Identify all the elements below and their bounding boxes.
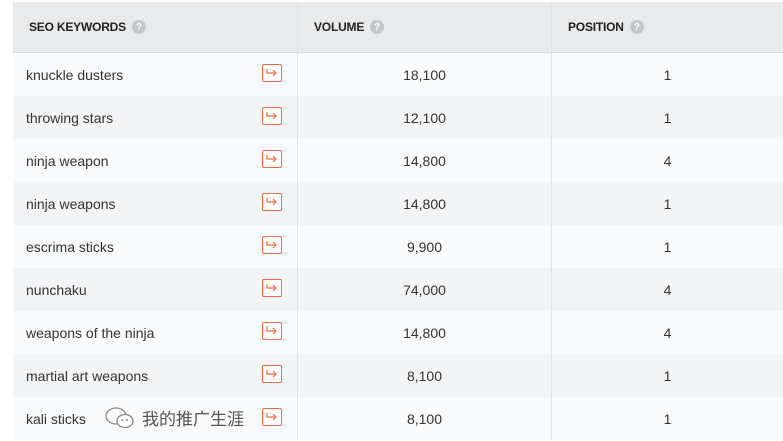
keyword-text: knuckle dusters xyxy=(26,66,124,83)
help-icon[interactable]: ? xyxy=(629,20,644,34)
open-keyword-button[interactable] xyxy=(262,107,282,125)
table-row: nunchaku 74,000 4 xyxy=(13,268,783,311)
keyword-cell: throwing stars xyxy=(13,96,297,139)
open-keyword-button[interactable] xyxy=(262,279,282,297)
arrow-right-icon xyxy=(266,241,277,249)
volume-cell: 12,100 xyxy=(297,96,551,139)
table-header: SEO KEYWORDS? VOLUME? POSITION? xyxy=(13,2,783,53)
table-row: throwing stars 12,100 1 xyxy=(13,96,783,139)
keyword-text: throwing stars xyxy=(26,109,114,126)
keyword-text: weapons of the ninja xyxy=(26,324,155,341)
keyword-cell: weapons of the ninja xyxy=(13,311,297,354)
watermark: 我的推广生涯 xyxy=(104,405,244,430)
position-cell: 1 xyxy=(551,53,783,96)
position-cell: 1 xyxy=(551,96,783,139)
table-row: kali sticks 8,100 1 xyxy=(13,397,783,440)
table-row: ninja weapon 14,800 4 xyxy=(13,139,783,182)
keyword-cell: ninja weapon xyxy=(13,139,297,182)
keyword-cell: escrima sticks xyxy=(13,225,297,268)
volume-cell: 74,000 xyxy=(297,268,551,311)
keyword-text: kali sticks xyxy=(26,410,86,427)
table-row: weapons of the ninja 14,800 4 xyxy=(13,311,783,354)
open-keyword-button[interactable] xyxy=(262,236,282,254)
table-row: ninja weapons 14,800 1 xyxy=(13,182,783,225)
open-keyword-button[interactable] xyxy=(262,365,282,383)
arrow-right-icon xyxy=(266,327,277,335)
open-keyword-button[interactable] xyxy=(262,150,282,168)
table-row: knuckle dusters 18,100 1 xyxy=(13,53,783,96)
open-keyword-button[interactable] xyxy=(262,408,282,426)
position-cell: 1 xyxy=(551,225,783,268)
arrow-right-icon xyxy=(266,284,277,292)
header-label: SEO KEYWORDS xyxy=(29,20,126,34)
open-keyword-button[interactable] xyxy=(262,322,282,340)
arrow-right-icon xyxy=(266,155,277,163)
watermark-text: 我的推广生涯 xyxy=(142,410,244,430)
header-volume: VOLUME? xyxy=(297,2,551,52)
volume-cell: 8,100 xyxy=(297,354,551,397)
volume-cell: 14,800 xyxy=(297,311,551,354)
position-cell: 4 xyxy=(551,268,783,311)
position-cell: 1 xyxy=(551,354,783,397)
keyword-cell: knuckle dusters xyxy=(13,53,297,96)
table-body: knuckle dusters 18,100 1 throwing stars 12,1… xyxy=(13,53,783,440)
arrow-right-icon xyxy=(266,370,277,378)
volume-cell: 14,800 xyxy=(297,182,551,225)
help-icon[interactable]: ? xyxy=(131,20,146,34)
volume-cell: 8,100 xyxy=(297,397,551,440)
header-label: VOLUME xyxy=(314,20,365,34)
help-icon[interactable]: ? xyxy=(370,20,385,34)
arrow-right-icon xyxy=(266,198,277,206)
open-keyword-button[interactable] xyxy=(262,193,282,211)
header-label: POSITION xyxy=(568,20,624,34)
wechat-icon xyxy=(105,406,134,428)
keyword-cell: nunchaku xyxy=(13,268,297,311)
position-cell: 1 xyxy=(551,397,783,440)
arrow-right-icon xyxy=(266,69,277,77)
keyword-text: escrima sticks xyxy=(26,238,114,255)
volume-cell: 18,100 xyxy=(297,53,551,96)
position-cell: 4 xyxy=(551,311,783,354)
keyword-text: ninja weapons xyxy=(26,195,116,212)
header-keywords: SEO KEYWORDS? xyxy=(13,2,297,52)
keyword-cell: martial art weapons xyxy=(13,354,297,397)
arrow-right-icon xyxy=(266,112,277,120)
keyword-text: martial art weapons xyxy=(26,367,149,384)
position-cell: 1 xyxy=(551,182,783,225)
keyword-cell: ninja weapons xyxy=(13,182,297,225)
header-position: POSITION? xyxy=(551,2,783,52)
position-cell: 4 xyxy=(551,139,783,182)
arrow-right-icon xyxy=(266,413,277,421)
volume-cell: 9,900 xyxy=(297,225,551,268)
volume-cell: 14,800 xyxy=(297,139,551,182)
keyword-text: nunchaku xyxy=(26,281,87,298)
seo-keywords-table: SEO KEYWORDS? VOLUME? POSITION? knuckle … xyxy=(13,2,783,440)
table-row: martial art weapons 8,100 1 xyxy=(13,354,783,397)
open-keyword-button[interactable] xyxy=(262,64,282,82)
table-row: escrima sticks 9,900 1 xyxy=(13,225,783,268)
keyword-text: ninja weapon xyxy=(26,152,109,169)
keyword-cell: kali sticks xyxy=(13,397,297,440)
